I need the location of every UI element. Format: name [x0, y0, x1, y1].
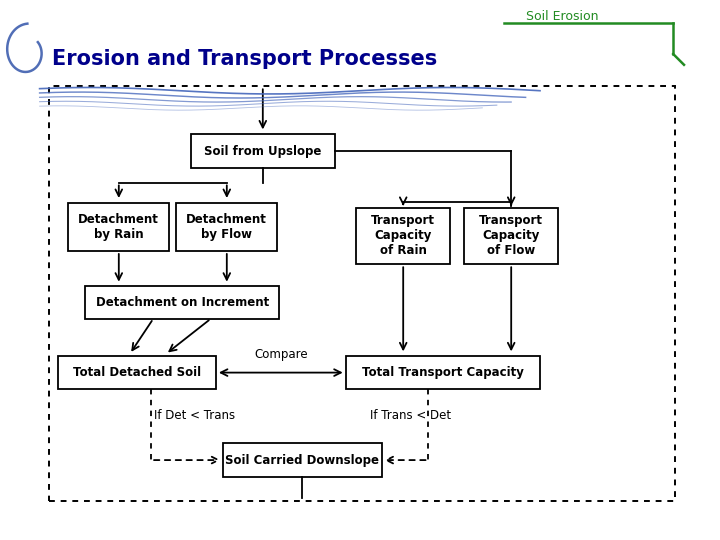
Bar [49, 86, 675, 501]
Bar [346, 356, 540, 389]
Bar [176, 202, 277, 251]
Text: Soil from Upslope: Soil from Upslope [204, 145, 322, 158]
Text: Soil Carried Downslope: Soil Carried Downslope [225, 454, 379, 467]
Text: Detachment
by Flow: Detachment by Flow [186, 213, 267, 241]
Text: Soil Erosion: Soil Erosion [526, 10, 598, 23]
Text: Detachment on Increment: Detachment on Increment [96, 296, 269, 309]
Text: If Trans < Det: If Trans < Det [370, 409, 451, 422]
Text: Erosion and Transport Processes: Erosion and Transport Processes [52, 49, 437, 70]
Bar [464, 208, 558, 265]
Bar [58, 356, 216, 389]
Text: Total Transport Capacity: Total Transport Capacity [362, 366, 523, 379]
Bar [191, 134, 335, 168]
Text: Transport
Capacity
of Flow: Transport Capacity of Flow [480, 214, 543, 258]
Bar [68, 202, 169, 251]
Bar [85, 286, 279, 319]
Bar [223, 443, 382, 477]
Bar [356, 208, 450, 265]
Text: Total Detached Soil: Total Detached Soil [73, 366, 201, 379]
Text: Compare: Compare [254, 348, 307, 361]
Text: Transport
Capacity
of Rain: Transport Capacity of Rain [372, 214, 435, 258]
Text: Detachment
by Rain: Detachment by Rain [78, 213, 159, 241]
Text: If Det < Trans: If Det < Trans [154, 409, 235, 422]
